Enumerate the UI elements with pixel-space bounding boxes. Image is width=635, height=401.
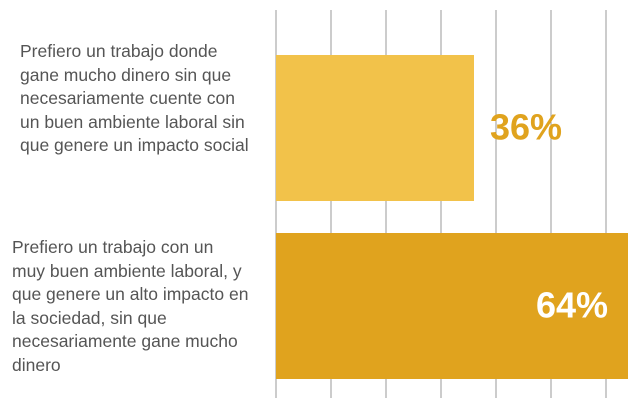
category-label: Prefiero un trabajo con un muy buen ambi… bbox=[12, 237, 249, 375]
bar bbox=[276, 233, 628, 379]
category-label: Prefiero un trabajo donde gane mucho din… bbox=[20, 41, 249, 155]
value-label: 36% bbox=[490, 107, 562, 148]
bar bbox=[276, 55, 474, 201]
value-label: 64% bbox=[536, 285, 608, 326]
